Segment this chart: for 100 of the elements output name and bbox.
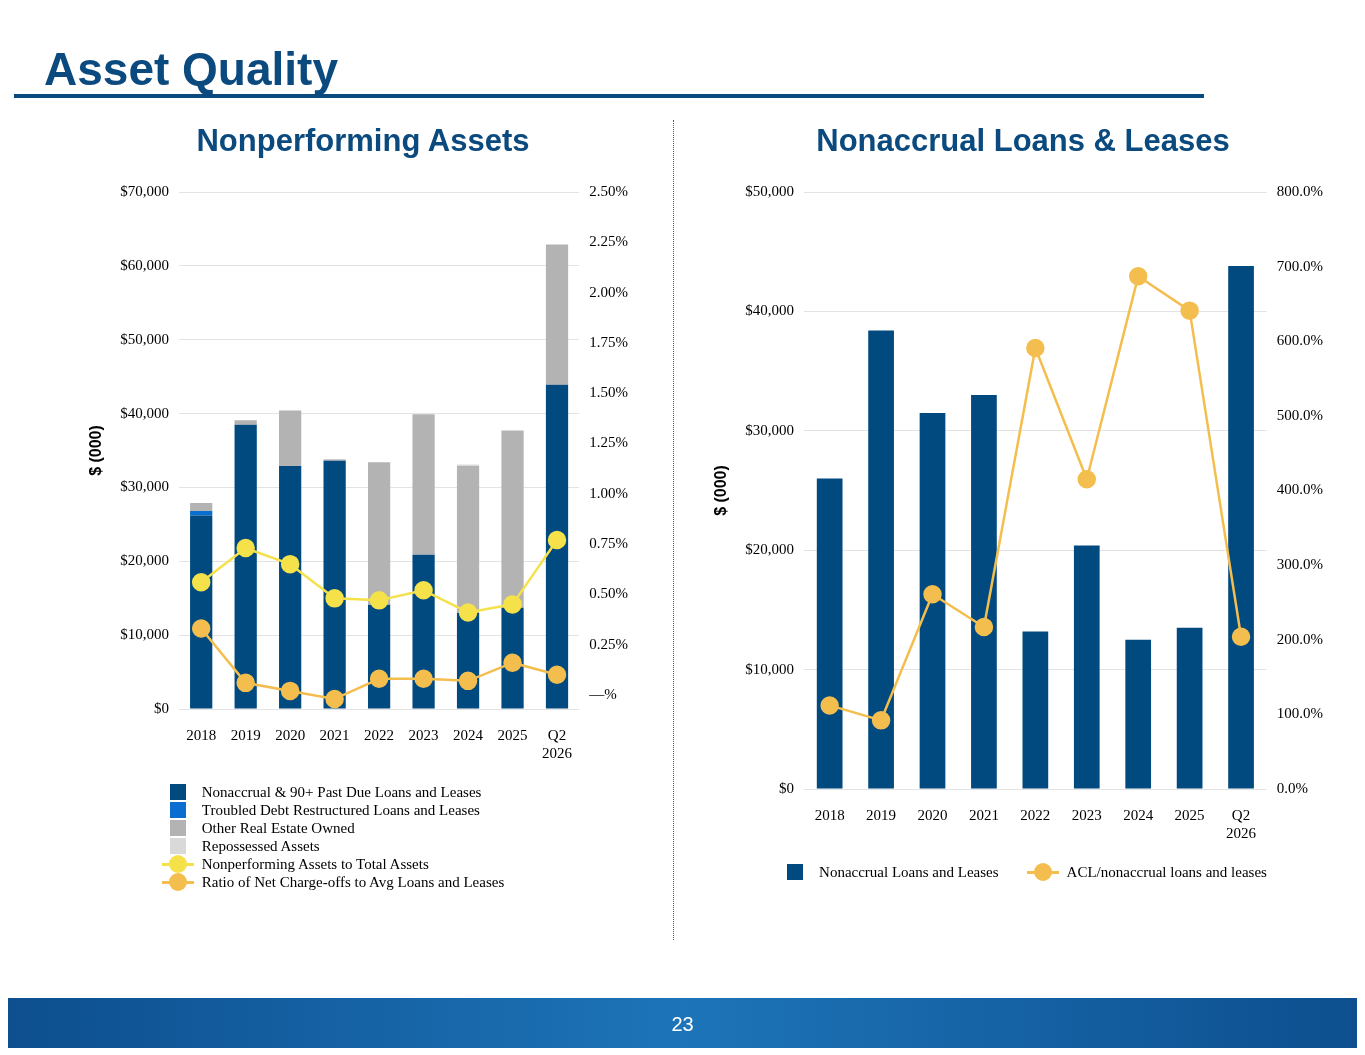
y2-tick-label: 2.00%	[589, 283, 628, 300]
point	[191, 619, 211, 638]
x-tick-label: 2025	[1174, 806, 1205, 823]
y2-tick-label: 0.0%	[1276, 779, 1308, 796]
y2-tick-label: 0.75%	[589, 534, 628, 551]
point	[1077, 470, 1097, 489]
y-tick-label: $0	[778, 779, 794, 796]
point	[191, 573, 211, 592]
bar	[1228, 266, 1254, 789]
bar	[1022, 631, 1049, 789]
y2-tick-label: 100.0%	[1276, 705, 1323, 722]
point	[458, 671, 478, 691]
y2-tick-label: —%	[588, 685, 617, 702]
text: Asset Quality	[44, 42, 338, 96]
bar	[1073, 545, 1100, 789]
point	[280, 681, 300, 701]
point	[325, 589, 344, 608]
point	[458, 603, 478, 622]
bar	[456, 466, 480, 613]
bar	[234, 424, 257, 709]
chart-title: Nonaccrual Loans & Leases	[816, 123, 1230, 159]
y2-tick-label: 2.25%	[589, 233, 628, 250]
bar	[868, 330, 894, 789]
bar	[545, 244, 569, 385]
legend-label: Nonaccrual & 90+ Past Due Loans and Leases	[201, 783, 482, 801]
point	[547, 665, 567, 685]
bar	[1125, 639, 1152, 789]
bar	[279, 410, 302, 467]
x-tick-label: 2024	[453, 726, 484, 743]
y-tick-label: $70,000	[120, 182, 169, 199]
point	[1026, 338, 1045, 358]
y-tick-label: $50,000	[120, 330, 169, 347]
x-tick-label: 2019	[230, 726, 261, 743]
x-tick-label: 2021	[968, 806, 999, 823]
y-tick-label: $10,000	[745, 660, 794, 677]
bar	[1176, 627, 1203, 789]
y-tick-label: $20,000	[120, 552, 169, 569]
point	[236, 538, 255, 558]
x-tick-label: 2022	[364, 726, 395, 743]
point	[369, 669, 389, 689]
bar	[323, 460, 346, 709]
y-tick-label: $20,000	[745, 541, 794, 558]
y-tick-label: $40,000	[120, 404, 169, 421]
bar	[367, 462, 391, 605]
bar	[234, 420, 257, 425]
y2-tick-label: 1.75%	[589, 333, 628, 350]
y2-tick-label: 600.0%	[1276, 332, 1323, 349]
legend-label: Nonaccrual Loans and Leases	[819, 863, 999, 881]
x-tick-label: 2023	[408, 726, 439, 743]
legend-label: Troubled Debt Restructured Loans and Leases	[201, 801, 480, 819]
y2-tick-label: 1.50%	[589, 384, 628, 401]
legend-label: Nonperforming Assets to Total Assets	[201, 855, 429, 873]
bar	[919, 412, 946, 789]
y2-tick-label: 0.50%	[589, 585, 628, 602]
bar	[501, 430, 524, 608]
text: 23	[670, 1013, 695, 1036]
x-tick-label: 2019	[866, 806, 897, 823]
point	[871, 711, 891, 730]
y2-tick-label: 2.50%	[589, 182, 628, 199]
y-tick-label: $30,000	[120, 478, 169, 495]
y2-tick-label: 500.0%	[1276, 406, 1323, 423]
y2-tick-label: 800.0%	[1276, 182, 1323, 199]
point	[923, 584, 942, 604]
x-tick-label: 2021	[319, 726, 350, 743]
x-tick-label: 2018	[814, 806, 845, 823]
x-tick-label: 2020	[917, 806, 948, 823]
x-tick-label: 2022	[1020, 806, 1051, 823]
y-tick-label: $30,000	[745, 421, 794, 438]
bar	[190, 502, 213, 512]
legend-label: Repossessed Assets	[201, 837, 320, 855]
bar	[971, 394, 997, 789]
bar	[545, 384, 569, 709]
point	[414, 669, 433, 689]
x-tick-label: Q2 2026	[1226, 806, 1257, 841]
bar	[816, 478, 843, 789]
y2-tick-label: 700.0%	[1276, 257, 1323, 274]
point	[547, 530, 567, 550]
point	[414, 581, 433, 600]
x-tick-label: 2018	[186, 726, 217, 743]
point	[503, 595, 522, 614]
point	[1231, 627, 1251, 647]
point	[503, 653, 522, 672]
y-tick-label: $40,000	[745, 302, 794, 319]
y-tick-label: $60,000	[120, 256, 169, 273]
legend-label: ACL/nonaccrual loans and leases	[1066, 863, 1267, 881]
x-tick-label: 2020	[275, 726, 306, 743]
point	[236, 673, 255, 693]
point	[1180, 301, 1199, 320]
y2-tick-label: 0.25%	[589, 635, 628, 652]
point	[1128, 267, 1148, 286]
x-tick-label: 2024	[1123, 806, 1154, 823]
point	[280, 554, 300, 574]
x-tick-label: 2025	[497, 726, 528, 743]
legend-label: Other Real Estate Owned	[201, 819, 355, 837]
y-tick-label: $50,000	[745, 182, 794, 199]
y-axis-title: $ (000)	[712, 465, 730, 516]
legend-label: Ratio of Net Charge-offs to Avg Loans and Leases	[201, 873, 505, 891]
y-tick-label: $10,000	[120, 626, 169, 643]
y2-tick-label: 300.0%	[1276, 556, 1323, 573]
y2-tick-label: 400.0%	[1276, 481, 1323, 498]
